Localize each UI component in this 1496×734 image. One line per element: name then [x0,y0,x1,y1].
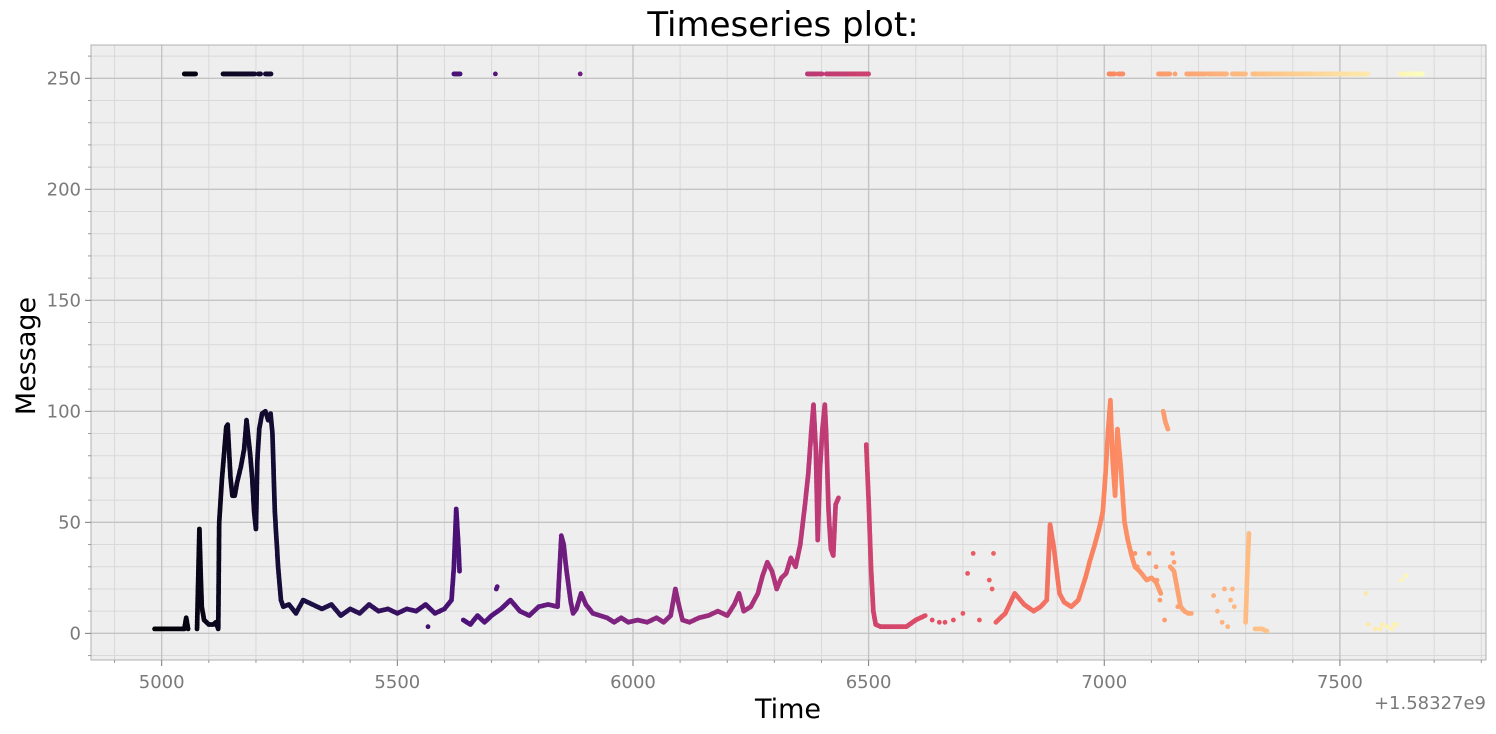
data-point [1171,559,1177,565]
y-axis-label: Message [11,297,42,415]
x-axis-label: Time [754,694,821,725]
data-point [922,613,928,618]
data-point [1225,624,1231,630]
data-point [268,71,274,77]
data-point [986,577,992,583]
x-tick-label: 5000 [139,672,185,693]
data-point [842,71,848,77]
data-point [1132,551,1138,556]
data-point [241,71,247,77]
data-point [493,586,499,592]
y-tick-label: 0 [70,623,81,644]
data-point [237,71,242,77]
data-point [457,568,462,574]
data-point [577,71,583,77]
data-point [1419,71,1425,77]
data-point [1215,608,1220,614]
data-point [1377,626,1383,632]
data-point [1120,71,1126,77]
data-point [989,586,995,592]
data-point [252,71,257,77]
x-tick-label: 7000 [1081,672,1127,693]
data-point [1172,71,1178,77]
x-tick-label: 7500 [1317,672,1363,693]
data-point [836,495,841,501]
y-tick-label: 150 [47,290,81,311]
chart-title: Timeseries plot: [646,5,918,45]
data-point [1219,619,1225,625]
data-point [866,71,871,77]
data-point [1379,622,1385,627]
data-point [1175,604,1181,610]
data-point [929,617,935,623]
data-series [152,71,1425,634]
data-point [936,619,942,625]
data-point [1365,71,1371,77]
data-point [1167,71,1173,77]
plot-background [91,45,1486,660]
data-point [1158,591,1164,596]
data-point [970,551,976,556]
data-point [1403,573,1409,578]
data-point [1264,628,1270,634]
y-axis-ticks: 0 50 100 150 200 250 [47,55,91,657]
data-point [185,626,191,632]
data-point [819,71,825,77]
x-tick-label: 5500 [374,672,420,693]
data-point [493,71,498,77]
data-point [1154,577,1160,583]
data-point [951,617,956,623]
data-point [1134,564,1140,570]
data-point [1384,624,1390,630]
data-point [991,551,996,556]
data-point [193,71,199,77]
data-point [1230,586,1235,592]
y-tick-label: 50 [58,512,81,533]
data-point [425,624,431,630]
data-point [1365,622,1371,627]
data-point [1363,591,1369,596]
data-point [1170,551,1175,556]
data-point [1398,577,1404,583]
major-grid [91,45,1486,660]
x-tick-label: 6000 [610,672,656,693]
y-tick-label: 100 [47,401,81,422]
y-tick-label: 200 [47,179,81,200]
data-point [1246,531,1252,536]
data-point [960,611,966,616]
data-point [1228,597,1233,603]
data-point [258,71,263,77]
data-point [1146,551,1152,556]
data-point [1211,593,1216,598]
data-point [1389,626,1395,632]
data-point [457,71,463,77]
data-point [1157,597,1163,603]
data-point [1153,564,1159,570]
x-axis-offset-label: +1.58327e9 [1374,693,1486,714]
data-point [1112,71,1117,77]
data-point [942,619,948,625]
data-point [977,617,982,623]
data-point [1189,611,1194,616]
data-point [1243,71,1248,77]
data-point [1162,617,1167,623]
plot-frame [90,44,1487,661]
data-point [1372,626,1378,632]
data-point [1165,426,1171,432]
x-tick-label: 6500 [846,672,892,693]
y-tick-label: 250 [47,68,81,89]
data-point [1231,604,1237,610]
x-axis-ticks: 5000 5500 6000 6500 7000 7500 [114,660,1482,693]
data-point [965,571,970,576]
data-point [1224,71,1229,77]
data-point [1222,586,1227,592]
data-point [1394,622,1399,627]
